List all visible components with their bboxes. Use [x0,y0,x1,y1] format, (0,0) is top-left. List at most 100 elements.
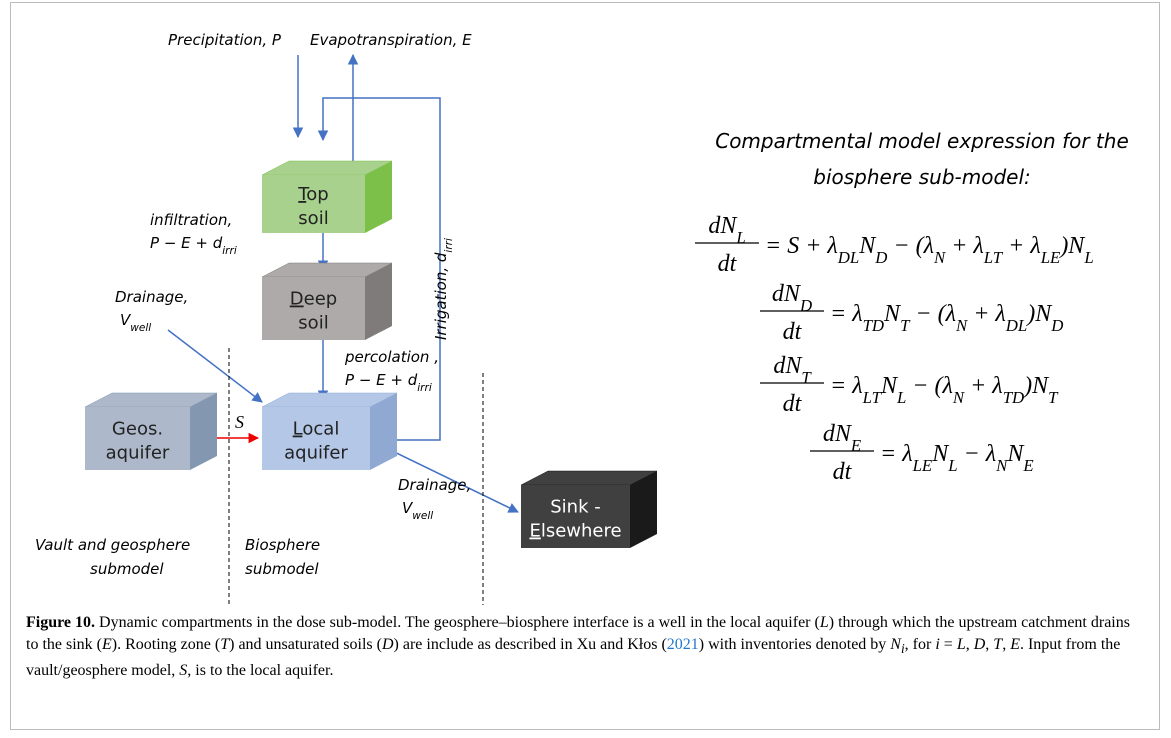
caption-text: , [965,636,974,653]
heading: biosphere sub-model: [813,165,1031,189]
box-side [365,161,392,233]
box-front [262,175,365,233]
box-label: Local [293,419,340,440]
caption-text: T [993,636,1003,653]
caption-text: N [890,636,901,653]
text-run: lsewhere [541,521,622,542]
box-label: Deep [290,289,337,310]
caption-text: ) are include as described in Xu and Kło… [393,636,667,653]
box-label: soil [298,313,328,334]
label: P − E + dirri [150,234,237,257]
text-run: )N [1022,373,1050,399]
text-run: N [858,233,877,259]
underlined-letter: E [529,521,540,542]
subscript: well [412,510,433,522]
text-run: eep [304,289,338,310]
figure-frame [10,2,1160,730]
text-run: )N [1058,233,1086,259]
box-front [262,277,365,340]
text-run: = λ [880,441,913,467]
text-run: + λ [1002,233,1041,259]
denominator: dt [783,319,803,345]
subscript: L [896,388,906,407]
subscript: N [952,388,965,407]
text-run: N [883,301,902,327]
label: dNL [708,213,745,247]
caption-text: L [819,614,829,631]
label: dNE [823,421,861,455]
subscript: L [947,456,957,475]
caption-text: ). Rooting zone ( [111,636,221,653]
text-run: Drainage, [115,288,188,306]
label: Vwell [402,499,433,522]
box-side [630,471,657,548]
subscript: N [995,456,1008,475]
label: Irrigation, dirri [432,238,455,340]
subscript: LT [983,248,1004,267]
subscript: T [1048,388,1059,407]
label: S [235,412,244,432]
text-run: + λ [967,301,1006,327]
box-label: aquifer [284,443,348,464]
caption-text: , [985,636,994,653]
caption-text: ) through which the upstream catchment d… [26,614,1130,653]
caption-text: S [179,662,188,680]
label: dNT [773,353,812,387]
text-run: P − E + d [150,234,223,252]
underlined-letter: L [293,419,303,440]
caption-text: , is to the local aquifer. [187,662,334,680]
subscript: TD [863,316,884,335]
text-run: − (λ [909,301,956,327]
label: infiltration, [150,211,232,229]
text-run: dN [772,281,802,307]
label: Drainage, [115,288,188,306]
subscript: T [900,316,911,335]
subscript: irri [222,245,237,257]
text-run: − λ [958,441,997,467]
caption-text: L [956,636,966,653]
citation[interactable]: 2021 [666,636,699,653]
arrow [317,97,441,441]
box-label: Top [297,184,328,205]
box-label: Geos. [112,419,163,440]
label: = λTDNT − (λN + λDL)ND [830,301,1063,335]
label: Vwell [120,311,151,334]
label: Vault and geosphere [35,536,190,554]
text-run: = λ [830,373,863,399]
text-run: )N [1025,301,1053,327]
subscript: E [850,436,861,455]
text-run: Drainage, [398,476,471,494]
text-run: V [402,499,414,517]
caption-text: D [381,636,394,653]
caption-text: . Input from the vault/geosphere model, [26,636,1121,680]
caption-text: Dynamic compartments in the dose sub-mod… [95,614,820,631]
label: submodel [90,560,164,578]
text-run: P − E + d [345,371,418,389]
arrow [167,329,263,403]
subscript: DL [837,248,859,267]
caption-text: D [973,636,986,653]
subscript: DL [1005,316,1027,335]
label: Precipitation, P [168,31,282,49]
label: submodel [245,560,319,578]
subscript: LE [1040,248,1061,267]
subscript: T [801,368,812,387]
label: P − E + dirri [345,371,432,394]
subscript: L [1083,248,1093,267]
text-run: − (λ [887,233,934,259]
subscript: LT [862,388,883,407]
denominator: dt [833,459,853,485]
denominator: dt [783,391,803,417]
label: Biosphere [245,536,320,554]
text-run: N [880,373,899,399]
text-run: + λ [964,373,1003,399]
subscript: D [1050,316,1063,335]
caption-text: i [900,641,905,657]
subscript: N [955,316,968,335]
text-run: = S + λ [765,233,838,259]
text-run: V [120,311,132,329]
box-label: soil [298,208,328,229]
text-run: Irrigation, d [432,252,450,340]
text-run: − (λ [906,373,953,399]
diagram: Precipitation, P Evapotranspiration, E inf… [35,31,1129,605]
